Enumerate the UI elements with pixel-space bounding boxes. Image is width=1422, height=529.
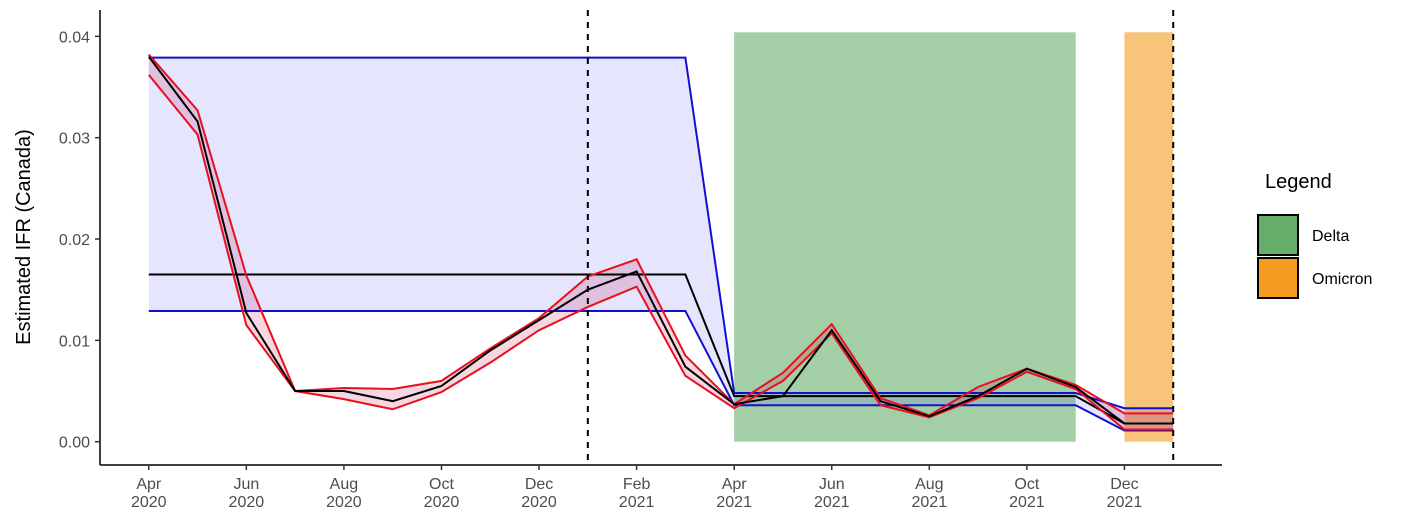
mean-line bbox=[147, 56, 1174, 425]
x-tick-label: Apr 2021 bbox=[716, 476, 752, 511]
legend-label: Omicron bbox=[1312, 271, 1372, 288]
fixed-upper-line bbox=[148, 56, 1174, 410]
fixed-mean-line bbox=[148, 273, 1174, 425]
x-tick-label: Feb 2021 bbox=[619, 476, 655, 511]
x-tick-label: Oct 2020 bbox=[424, 476, 460, 511]
x-tick-label: Jun 2020 bbox=[229, 476, 265, 511]
y-axis-label: Estimated IFR (Canada) bbox=[13, 129, 35, 345]
y-tick-label: 0.02 bbox=[59, 232, 90, 249]
x-tick-label: Jun 2021 bbox=[814, 476, 850, 511]
legend-title: Legend bbox=[1265, 171, 1332, 193]
x-tick-label: Aug 2020 bbox=[326, 476, 362, 511]
fixed-band bbox=[148, 57, 1174, 431]
y-tick-label: 0.04 bbox=[59, 29, 90, 46]
y-tick-label: 0.01 bbox=[59, 333, 90, 350]
x-tick-label: Oct 2021 bbox=[1009, 476, 1045, 511]
legend-key bbox=[1257, 257, 1299, 299]
upper-line bbox=[148, 53, 1174, 417]
y-tick-label: 0.00 bbox=[59, 435, 90, 452]
region bbox=[734, 32, 1076, 442]
x-tick-label: Dec 2020 bbox=[521, 476, 557, 511]
region bbox=[1124, 32, 1174, 442]
legend-key bbox=[1257, 214, 1299, 256]
x-tick-label: Aug 2021 bbox=[912, 476, 948, 511]
x-tick-label: Apr 2020 bbox=[131, 476, 167, 511]
lower-line bbox=[148, 74, 1174, 431]
x-tick-label: Dec 2021 bbox=[1107, 476, 1143, 511]
y-tick-label: 0.03 bbox=[59, 131, 90, 148]
fixed-lower-line bbox=[148, 309, 1174, 432]
legend-label: Delta bbox=[1312, 228, 1349, 245]
